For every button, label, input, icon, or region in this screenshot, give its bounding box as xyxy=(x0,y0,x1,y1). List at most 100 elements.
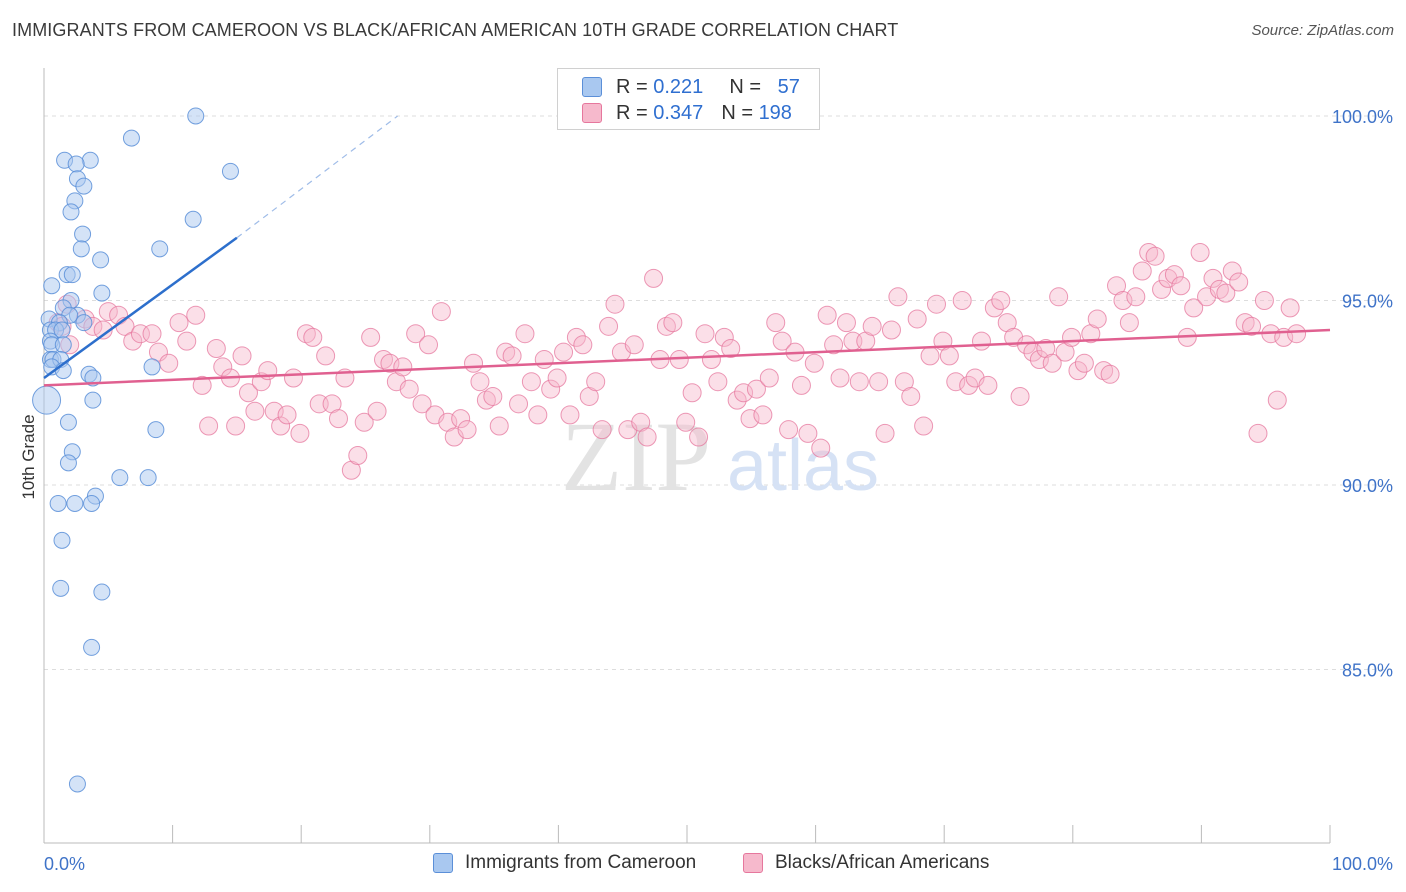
data-point-cameroon xyxy=(32,385,62,415)
data-point-cameroon xyxy=(53,531,71,549)
data-point-black-african-american xyxy=(1087,309,1107,329)
y-tick-label: 100.0% xyxy=(1332,107,1393,127)
trend-lines xyxy=(43,115,1331,387)
data-point-black-african-american xyxy=(354,412,374,432)
legend-item-cameroon: Immigrants from Cameroon xyxy=(433,852,696,874)
legend-n-label: N = xyxy=(729,75,761,98)
data-point-black-african-american xyxy=(199,416,219,436)
data-point-black-african-american xyxy=(971,331,991,351)
data-point-black-african-american xyxy=(656,316,676,336)
data-point-black-african-american xyxy=(489,416,509,436)
data-point-black-african-american xyxy=(875,423,895,443)
data-point-black-african-american xyxy=(515,324,535,344)
data-point-black-african-american xyxy=(605,294,625,314)
data-point-cameroon xyxy=(59,454,77,472)
data-point-black-african-american xyxy=(528,405,548,425)
data-point-black-african-american xyxy=(271,416,291,436)
data-point-black-african-american xyxy=(759,368,779,388)
data-point-cameroon xyxy=(72,240,90,258)
data-point-black-african-american xyxy=(592,420,612,440)
data-point-black-african-american xyxy=(1267,390,1287,410)
data-point-black-african-american xyxy=(991,291,1011,310)
data-point-black-african-american xyxy=(830,368,850,388)
data-point-black-african-american xyxy=(824,335,844,355)
data-point-cameroon xyxy=(67,155,85,173)
data-point-black-african-american xyxy=(1171,276,1191,296)
legend-r-value: 0.221 xyxy=(653,75,704,98)
legend-label-cameroon: Immigrants from Cameroon xyxy=(465,852,697,873)
data-point-black-african-american xyxy=(521,372,541,392)
data-point-black-african-american xyxy=(901,386,921,406)
data-point-black-african-american xyxy=(1132,261,1152,281)
x-tick-label: 100.0% xyxy=(1332,854,1393,874)
data-point-cameroon xyxy=(92,251,110,269)
data-point-black-african-american xyxy=(1042,353,1062,373)
data-point-black-african-american xyxy=(496,342,516,362)
legend-row-cameroon: R = 0.221 N = 57 xyxy=(582,75,800,99)
data-point-cameroon xyxy=(75,177,93,195)
data-point-black-african-american xyxy=(232,346,252,366)
data-point-cameroon xyxy=(139,469,157,487)
data-point-black-african-american xyxy=(1113,291,1133,310)
data-point-black-african-american xyxy=(682,383,702,403)
watermark-atlas: atlas xyxy=(727,426,879,506)
data-point-cameroon xyxy=(151,240,169,258)
data-point-black-african-american xyxy=(1068,361,1088,381)
y-axis-label: 10th Grade xyxy=(19,414,38,499)
data-point-black-african-american xyxy=(464,353,484,373)
data-point-black-african-american xyxy=(296,324,316,344)
data-point-cameroon xyxy=(143,358,161,376)
legend-swatch-pink xyxy=(582,103,602,123)
data-point-black-african-american xyxy=(772,331,792,351)
data-point-black-african-american xyxy=(1139,243,1159,263)
data-point-black-african-american xyxy=(804,353,824,373)
data-point-black-african-american xyxy=(303,327,323,347)
axes xyxy=(43,68,1331,844)
data-point-black-african-american xyxy=(541,379,561,399)
data-point-cameroon xyxy=(122,129,140,147)
legend-n-value: 198 xyxy=(758,101,792,124)
data-point-black-african-american xyxy=(1287,324,1307,344)
legend-label-black-african-american: Blacks/African Americans xyxy=(775,852,990,873)
data-point-black-african-american xyxy=(534,350,554,370)
data-point-black-african-american xyxy=(277,405,297,425)
chart-title: IMMIGRANTS FROM CAMEROON VS BLACK/AFRICA… xyxy=(12,20,899,40)
data-point-black-african-american xyxy=(952,291,972,310)
data-point-black-african-american xyxy=(1203,268,1223,288)
data-point-black-african-american xyxy=(1280,298,1300,318)
data-point-black-african-american xyxy=(708,372,728,392)
x-tick-label: 0.0% xyxy=(44,854,85,874)
data-point-cameroon xyxy=(49,494,67,512)
data-point-black-african-american xyxy=(431,302,451,322)
legend-row-black-african-american: R = 0.347 N = 198 xyxy=(582,101,792,125)
data-point-black-african-american xyxy=(290,423,310,443)
data-point-black-african-american xyxy=(1216,283,1236,303)
data-point-black-african-american xyxy=(177,331,197,351)
data-point-black-african-american xyxy=(1229,272,1249,292)
data-point-black-african-american xyxy=(888,287,908,307)
data-point-black-african-american xyxy=(869,372,889,392)
data-point-black-african-american xyxy=(1119,313,1139,333)
data-point-cameroon xyxy=(63,266,81,284)
data-point-black-african-american xyxy=(1029,350,1049,370)
legend-r-value: 0.347 xyxy=(653,101,704,124)
data-point-black-african-american xyxy=(348,446,368,465)
data-point-black-african-american xyxy=(959,375,979,395)
data-point-black-african-american xyxy=(644,268,664,288)
data-point-black-african-american xyxy=(206,338,226,358)
data-point-black-african-american xyxy=(406,324,426,344)
data-point-cameroon xyxy=(93,284,111,302)
data-point-black-african-american xyxy=(1164,265,1184,285)
data-point-black-african-american xyxy=(791,375,811,395)
trend-line-cameroon xyxy=(43,236,238,380)
data-point-black-african-american xyxy=(374,350,394,370)
data-point-black-african-american xyxy=(695,324,715,344)
data-point-black-african-american xyxy=(502,346,522,366)
data-point-black-african-american xyxy=(192,375,212,395)
stats-legend: R = 0.221 N = 57 R = 0.347 N = 198 xyxy=(557,68,820,130)
data-point-black-african-american xyxy=(1145,246,1165,266)
data-point-black-african-american xyxy=(1126,287,1146,307)
data-point-black-african-american xyxy=(367,401,387,421)
data-point-black-african-american xyxy=(753,405,773,425)
data-point-black-african-american xyxy=(881,320,901,340)
